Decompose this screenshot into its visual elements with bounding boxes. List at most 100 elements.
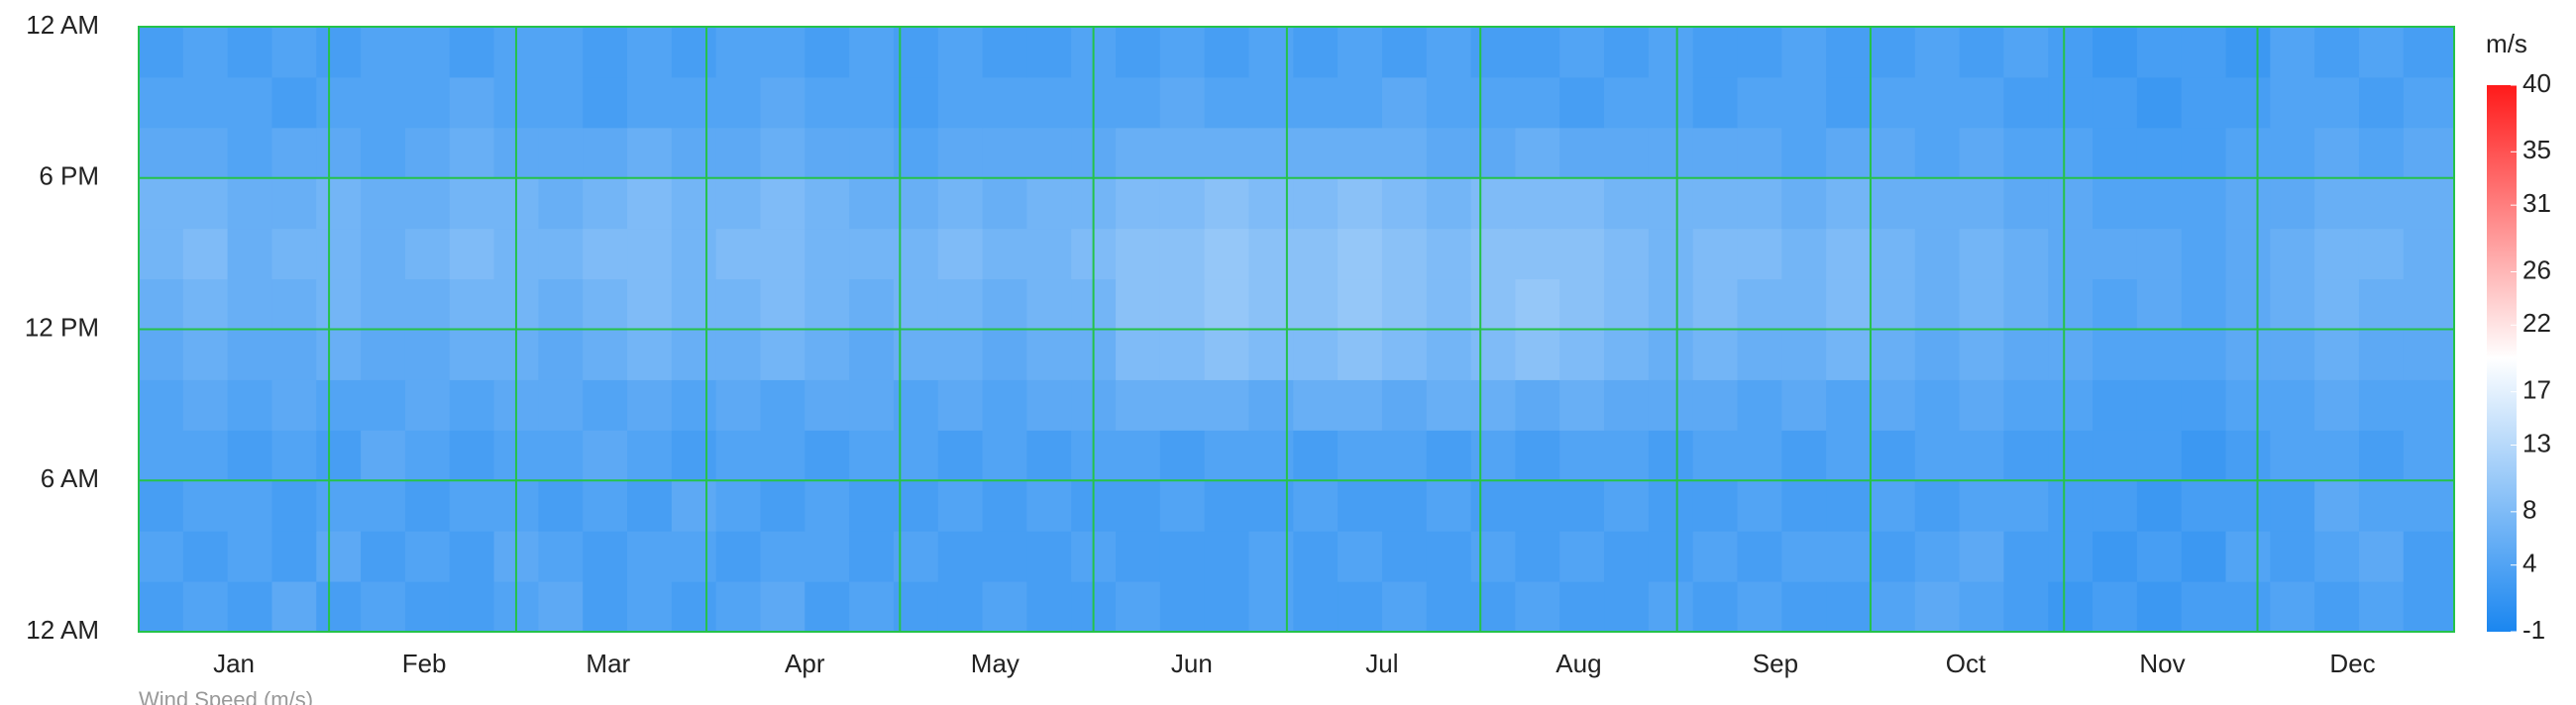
heatmap-cell [2225,127,2271,179]
heatmap-cell [227,278,272,330]
heatmap-cell [893,76,939,129]
heatmap-cell [1159,480,1206,532]
heatmap-cell [316,127,362,179]
heatmap-cell [1116,480,1161,532]
heatmap-cell [1116,228,1161,280]
heatmap-cell [1026,27,1072,78]
heatmap-cell [2093,531,2138,582]
heatmap-cell [1737,329,1782,380]
x-tick-label: Feb [402,649,447,678]
colorbar-tick-label: 31 [2522,188,2551,218]
heatmap-cell [2358,127,2405,179]
heatmap-cell [2181,127,2227,179]
heatmap-cell [361,531,406,582]
heatmap-cell [2003,27,2049,78]
heatmap-cell [1204,379,1249,431]
heatmap-cell [627,430,673,481]
heatmap-cell [982,430,1027,481]
heatmap-cell [1959,329,2004,380]
colorbar-tick-label: 35 [2522,135,2551,164]
heatmap-cell [1470,76,1516,129]
heatmap-cell [2225,480,2271,532]
heatmap-cell [1026,228,1072,280]
heatmap-cell [1648,177,1694,230]
heatmap-cell [671,278,717,330]
heatmap-cell [538,76,584,129]
heatmap-cell [1648,228,1694,280]
heatmap-cell [849,329,895,380]
heatmap-cell [1604,430,1650,481]
heatmap-cell [361,127,406,179]
colorbar-tick-label: 40 [2522,68,2551,98]
heatmap-cell [805,329,850,380]
heatmap-cell [1781,480,1827,532]
heatmap-cell [715,27,761,78]
heatmap-cell [182,329,229,380]
heatmap-cell [2270,329,2315,380]
colorbar-tick-label: 8 [2522,495,2536,525]
heatmap-cell [2048,228,2093,280]
heatmap-cell [2358,379,2405,431]
heatmap-cell [1293,430,1339,481]
heatmap-cell [1515,329,1560,380]
heatmap-cell [2136,278,2183,330]
heatmap-cell [1426,430,1472,481]
heatmap-cell [227,531,272,582]
heatmap-cell [627,531,673,582]
heatmap-cell [182,430,229,481]
heatmap-cell [627,278,673,330]
heatmap-cell [316,581,362,633]
heatmap-cell [849,480,895,532]
heatmap-cell [1826,379,1872,431]
heatmap-cell [1559,480,1605,532]
heatmap-cell [583,531,628,582]
heatmap-cell [1959,379,2004,431]
heatmap-cell [361,177,406,230]
x-tick-label: Jun [1171,649,1213,678]
heatmap-cell [182,76,229,129]
heatmap-cell [1204,127,1249,179]
heatmap-cell [627,76,673,129]
heatmap-cell [1870,278,1916,330]
heatmap-cell [627,127,673,179]
heatmap-cell [2048,430,2093,481]
heatmap-cell [1159,430,1206,481]
heatmap-cell [715,430,761,481]
heatmap-cell [316,76,362,129]
heatmap-cell [1692,76,1738,129]
heatmap-cell [1559,581,1605,633]
heatmap-cell [1914,480,1961,532]
heatmap-cell [1338,27,1383,78]
heatmap-cell [2225,228,2271,280]
heatmap-cell [449,480,495,532]
heatmap-cell [1559,228,1605,280]
heatmap-cell [2181,278,2227,330]
heatmap-cell [1426,27,1472,78]
y-tick-label: 6 AM [41,463,99,493]
heatmap-cell [1781,228,1827,280]
heatmap-cell [1959,531,2004,582]
heatmap-cell [404,329,451,380]
heatmap-cell [671,581,717,633]
heatmap-cell [1026,329,1072,380]
heatmap-cell [1338,127,1383,179]
heatmap-cell [2136,228,2183,280]
heatmap-cell [1692,278,1738,330]
heatmap-cell [583,127,628,179]
heatmap-cell [1870,430,1916,481]
heatmap-cell [2181,177,2227,230]
heatmap-cell [937,581,984,633]
heatmap-cell [404,177,451,230]
plot-border [138,26,2455,633]
heatmap-cell [2403,278,2455,330]
heatmap-cell [1959,430,2004,481]
heatmap-cell [849,228,895,280]
heatmap-cell [2314,177,2360,230]
heatmap-cell [2048,480,2093,532]
heatmap-cell [139,581,184,633]
heatmap-cell [1204,531,1249,582]
heatmap-cell [937,27,984,78]
heatmap-cell [2358,177,2405,230]
heatmap-cell [1781,127,1827,179]
heatmap-cell [1515,379,1560,431]
